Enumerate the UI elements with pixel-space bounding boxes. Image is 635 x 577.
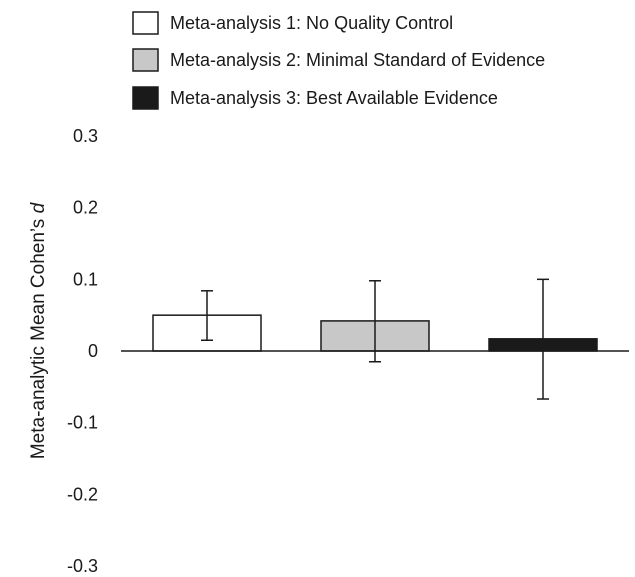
y-axis-title-main: Meta-analytic Mean Cohen’s	[28, 213, 49, 459]
error-bar	[537, 278, 549, 400]
y-tick-label: 0.2	[73, 198, 98, 218]
legend-label: Meta-analysis 2: Minimal Standard of Evi…	[170, 50, 545, 70]
y-tick-label: 0.3	[73, 126, 98, 146]
y-axis: 0.3 0.2 0.1 0 -0.1 -0.2 -0.3	[67, 126, 98, 576]
legend: Meta-analysis 1: No Quality Control Meta-…	[132, 11, 545, 110]
legend-swatch	[132, 11, 159, 35]
legend-label: Meta-analysis 1: No Quality Control	[170, 13, 453, 33]
y-tick-label: -0.1	[67, 413, 98, 433]
error-bar	[201, 290, 213, 341]
legend-item: Meta-analysis 2: Minimal Standard of Evi…	[132, 48, 545, 72]
legend-item: Meta-analysis 1: No Quality Control	[132, 11, 453, 35]
legend-swatch	[132, 48, 159, 72]
y-tick-label: 0	[88, 341, 98, 361]
y-axis-title: Meta-analytic Mean Cohen’s d	[28, 201, 49, 459]
y-tick-label: 0.1	[73, 269, 98, 289]
y-tick-label: -0.3	[67, 556, 98, 576]
error-bar	[369, 280, 381, 363]
error-bars	[201, 278, 549, 400]
legend-swatch	[132, 86, 159, 110]
y-axis-title-italic: d	[28, 201, 49, 213]
legend-label: Meta-analysis 3: Best Available Evidence	[170, 88, 498, 108]
y-tick-label: -0.2	[67, 484, 98, 504]
legend-item: Meta-analysis 3: Best Available Evidence	[132, 86, 498, 110]
